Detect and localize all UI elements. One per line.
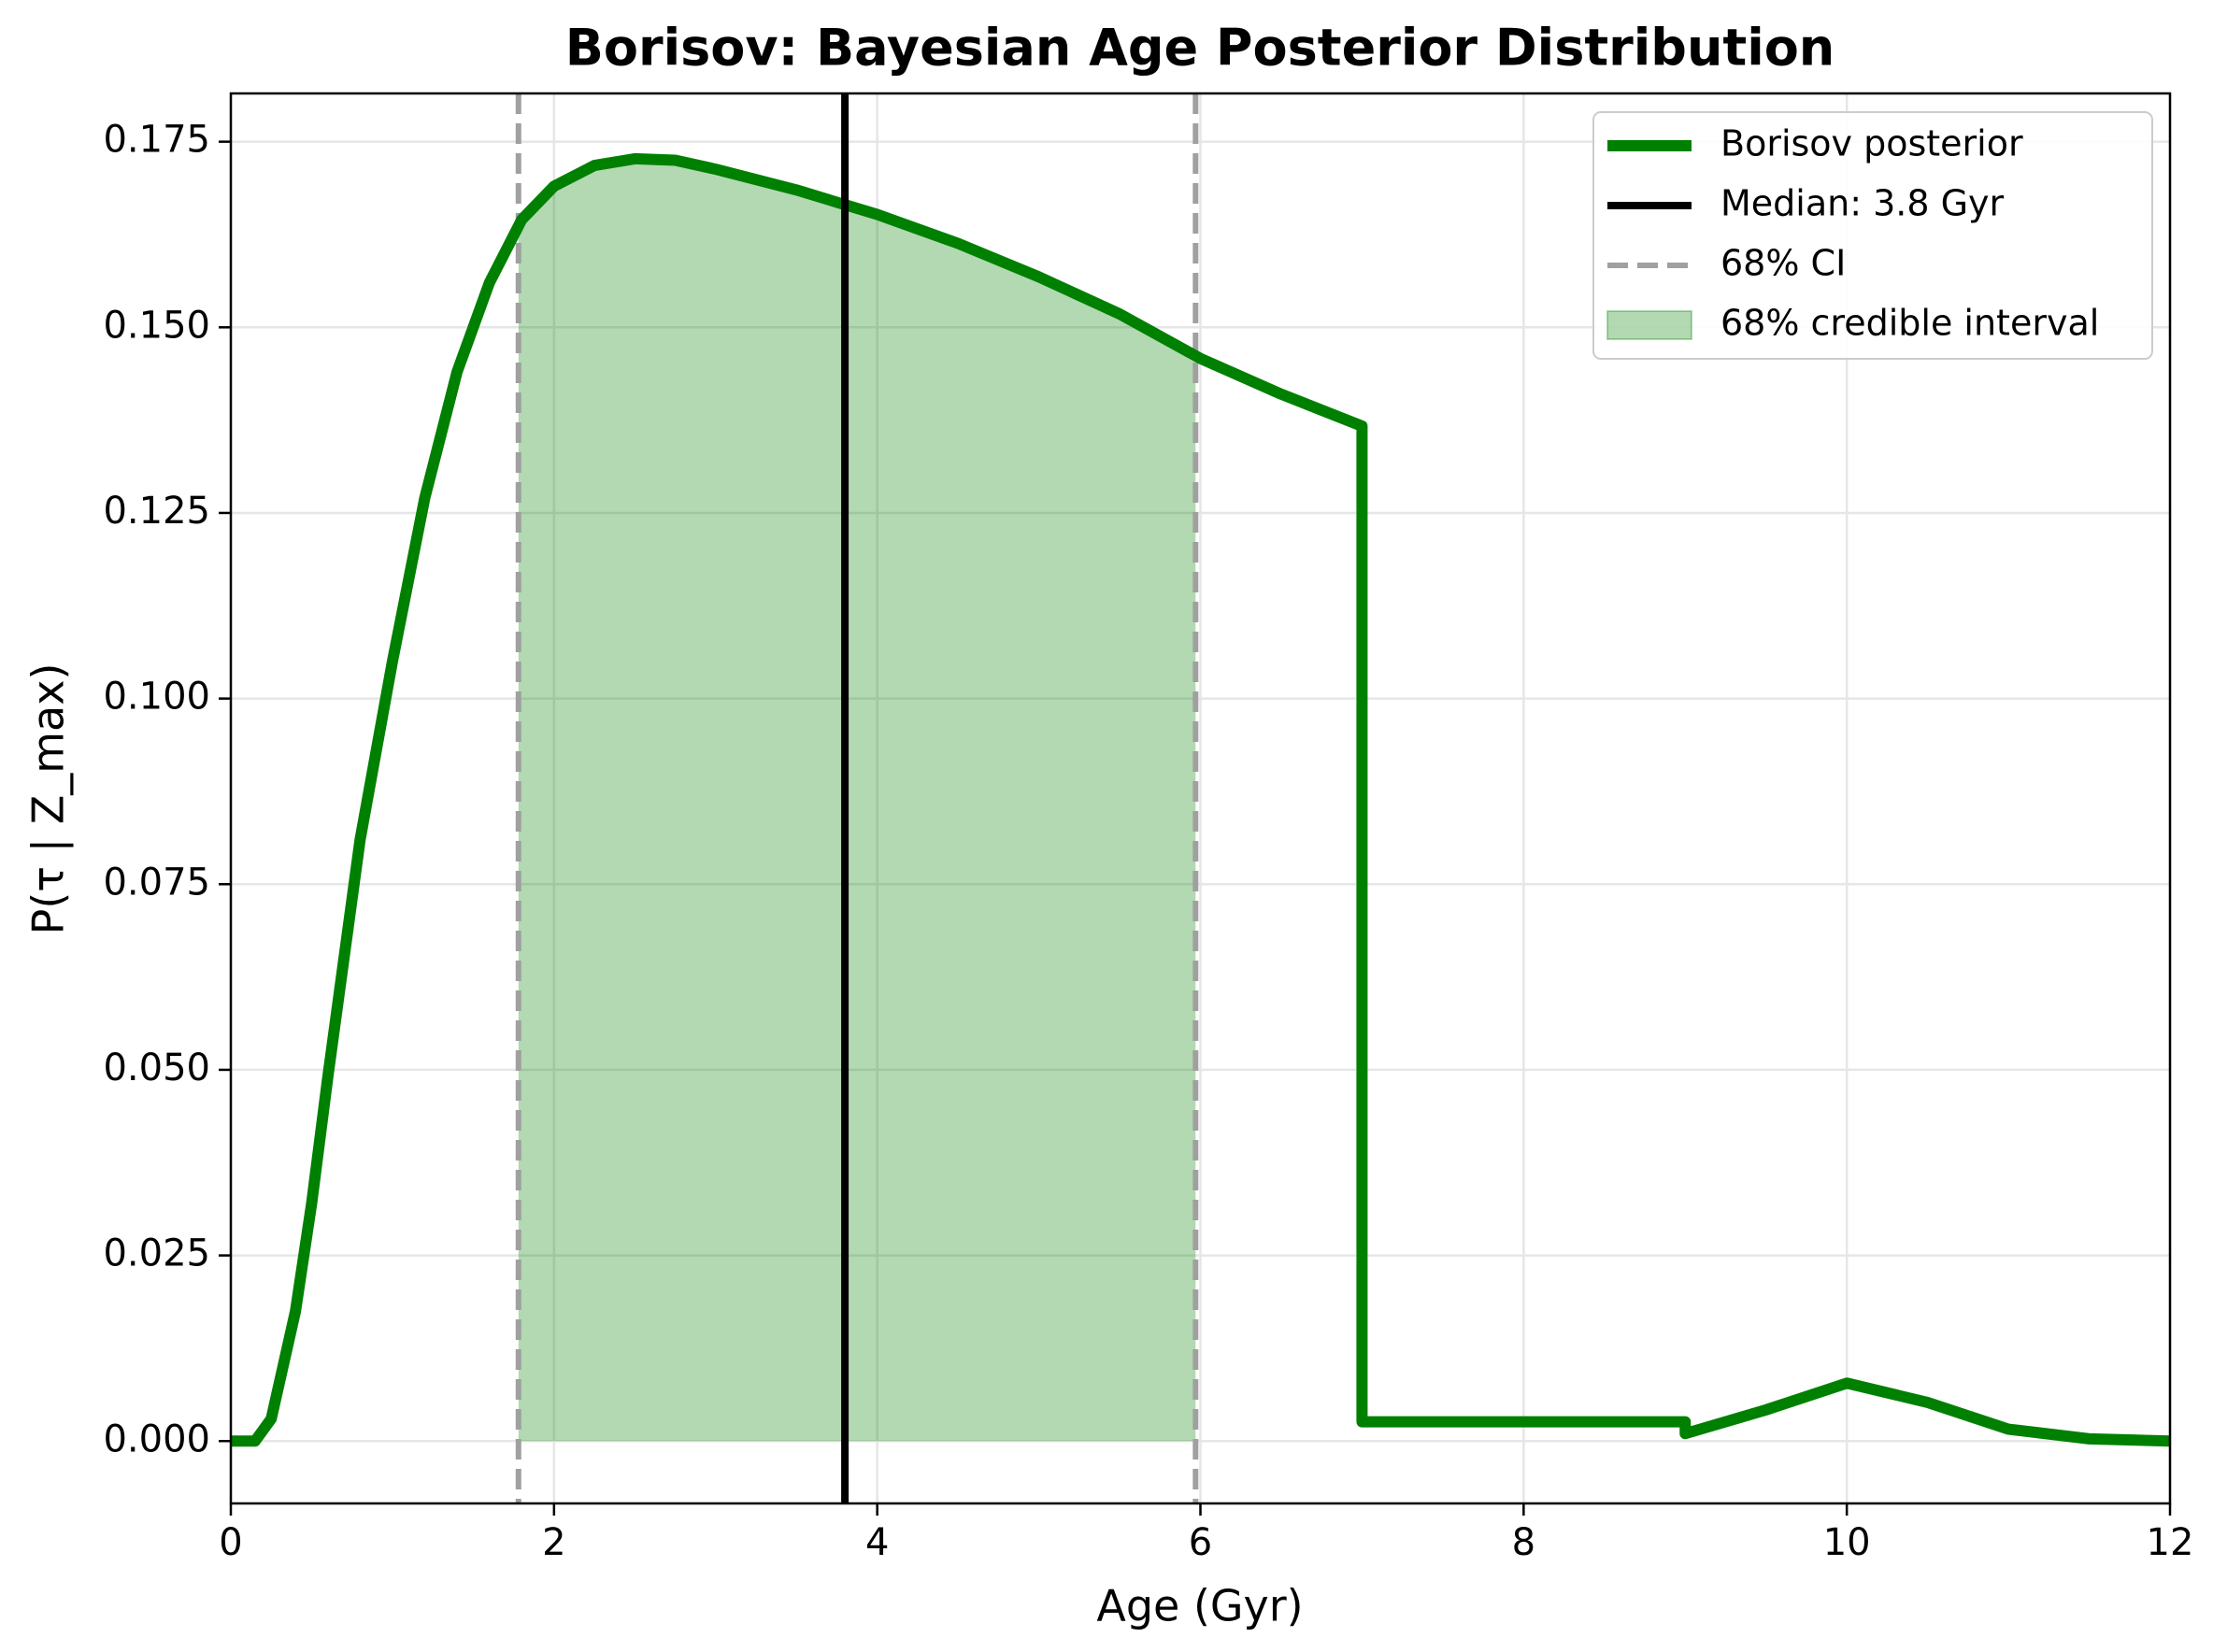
plot-area [231,93,2171,1503]
chart-title: Borisov: Bayesian Age Posterior Distribu… [565,19,1835,78]
grid [229,93,2172,1503]
legend-label: Median: 3.8 Gyr [1720,183,2005,224]
x-tick-label: 10 [1823,1521,1871,1564]
legend: Borisov posterior Median: 3.8 Gyr 68% CI 68… [1592,111,2153,360]
ticks: 0 2 4 6 8 10 12 0.000 0.025 0.050 0.075 0.100 0.125 0… [103,119,2193,1564]
credible-interval-fill [518,158,1196,1442]
legend-handle [1606,310,1692,340]
y-tick-label: 0.100 [103,676,210,719]
legend-box [1592,111,2153,360]
posterior-line [231,152,2171,1447]
x-axis-label: Age (Gyr) [1096,1581,1303,1631]
legend-label: 68% credible interval [1720,303,2099,344]
y-axis-label: P(τ | Z_max) [23,663,75,935]
legend-label: Borisov posterior [1720,123,2023,164]
x-tick-label: 0 [219,1521,242,1564]
x-tick-label: 4 [865,1521,889,1564]
y-tick-label: 0.150 [103,304,210,347]
x-tick-label: 8 [1512,1521,1535,1564]
x-tick-label: 6 [1189,1521,1212,1564]
y-tick-label: 0.125 [103,490,210,533]
x-tick-label: 12 [2147,1521,2194,1564]
x-tick-label: 2 [542,1521,565,1564]
y-tick-label: 0.000 [103,1417,210,1460]
y-tick-label: 0.050 [103,1047,210,1089]
y-tick-label: 0.025 [103,1232,210,1275]
y-tick-label: 0.175 [103,119,210,162]
legend-label: 68% CI [1720,243,1846,284]
y-tick-label: 0.075 [103,861,210,904]
